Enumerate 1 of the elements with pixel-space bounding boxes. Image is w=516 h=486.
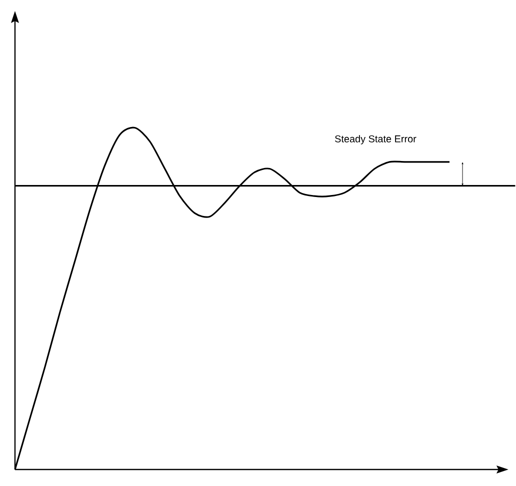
annotation: Steady State Error bbox=[335, 134, 416, 144]
